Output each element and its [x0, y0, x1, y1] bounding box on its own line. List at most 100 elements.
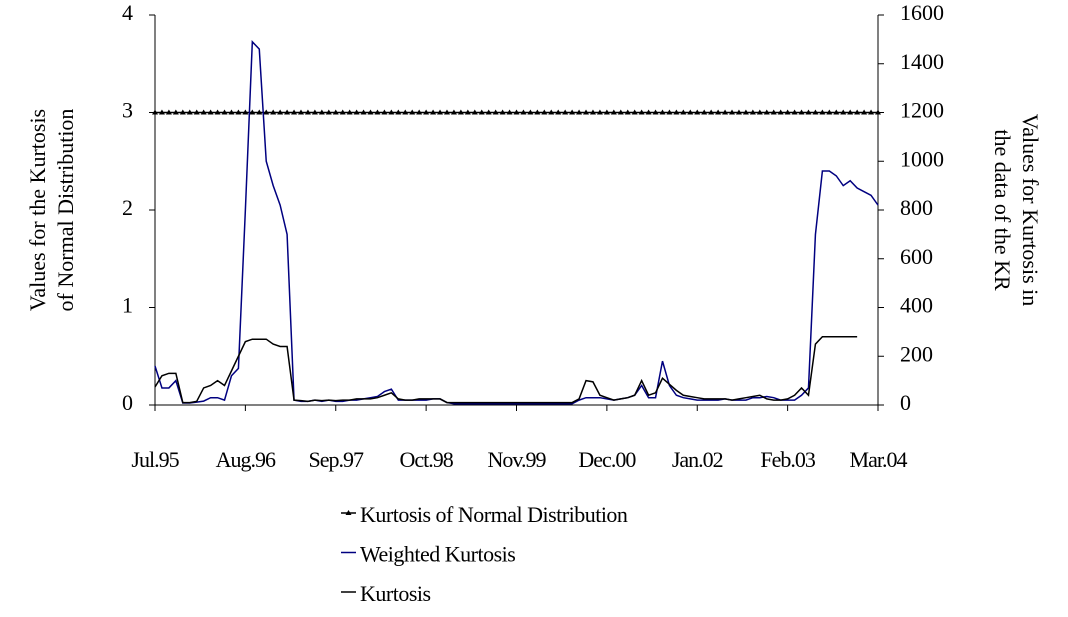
point-marker — [485, 109, 492, 115]
point-marker — [875, 109, 881, 115]
legend-label: Kurtosis — [360, 581, 431, 606]
point-marker — [416, 109, 423, 115]
point-marker — [777, 109, 784, 115]
x-tick-label: Mar.04 — [850, 447, 908, 472]
point-marker — [186, 109, 193, 115]
y-tick-label: 2 — [122, 195, 133, 220]
point-marker — [207, 109, 214, 115]
x-tick-label: Nov.99 — [488, 447, 547, 472]
point-marker — [165, 109, 172, 115]
point-marker — [492, 109, 499, 115]
point-marker — [631, 109, 638, 115]
y-axis-title: Values for the Kurtosis of Normal Distri… — [25, 109, 78, 312]
point-marker — [430, 109, 437, 115]
point-marker — [297, 109, 304, 115]
y-tick-label: 4 — [122, 0, 133, 25]
point-marker — [388, 109, 395, 115]
point-marker — [304, 109, 311, 115]
point-marker — [506, 109, 513, 115]
point-marker — [346, 109, 353, 115]
point-marker — [694, 109, 701, 115]
point-marker — [729, 109, 736, 115]
point-marker — [576, 109, 583, 115]
point-marker — [569, 109, 576, 115]
point-marker — [854, 109, 861, 115]
point-marker — [457, 109, 464, 115]
y2-tick-label: 1600 — [900, 0, 944, 25]
point-marker — [548, 109, 555, 115]
point-marker — [624, 109, 631, 115]
point-marker — [541, 109, 548, 115]
point-marker — [249, 109, 256, 115]
point-marker — [826, 109, 833, 115]
point-marker — [645, 109, 652, 115]
point-marker — [256, 109, 263, 115]
x-tick-label: Jan.02 — [672, 447, 723, 472]
point-marker — [596, 109, 603, 115]
point-marker — [423, 109, 430, 115]
y2-tick-label: 0 — [900, 390, 911, 415]
y2-axis-title: Values for Kurtosis in the data of the K… — [990, 114, 1043, 306]
y2-tick-label: 600 — [900, 244, 933, 269]
point-marker — [708, 109, 715, 115]
point-marker — [722, 109, 729, 115]
point-marker — [562, 109, 569, 115]
point-marker — [353, 109, 360, 115]
point-marker — [763, 109, 770, 115]
point-marker — [610, 109, 617, 115]
point-marker — [360, 109, 367, 115]
x-tick-label: Oct.98 — [399, 447, 453, 472]
point-marker — [450, 109, 457, 115]
point-marker — [214, 109, 221, 115]
y-tick-label: 0 — [122, 390, 133, 415]
point-marker — [409, 109, 416, 115]
point-marker — [673, 109, 680, 115]
point-marker — [367, 109, 374, 115]
series-line — [154, 40, 879, 405]
point-marker — [172, 109, 179, 115]
x-tick-label: Feb.03 — [760, 447, 816, 472]
point-marker — [784, 109, 791, 115]
point-marker — [819, 109, 826, 115]
x-tick-label: Dec.00 — [578, 447, 636, 472]
y-tick-label: 1 — [122, 293, 133, 318]
legend-label: Weighted Kurtosis — [360, 542, 515, 567]
point-marker — [395, 109, 402, 115]
point-marker — [179, 109, 186, 115]
point-marker — [555, 109, 562, 115]
point-marker — [603, 109, 610, 115]
point-marker — [652, 109, 659, 115]
point-marker — [325, 109, 332, 115]
point-marker — [715, 109, 722, 115]
point-marker — [152, 109, 158, 115]
y2-tick-label: 400 — [900, 293, 933, 318]
point-marker — [756, 109, 763, 115]
point-marker — [812, 109, 819, 115]
point-marker — [701, 109, 708, 115]
point-marker — [158, 109, 165, 115]
point-marker — [291, 109, 298, 115]
point-marker — [311, 109, 318, 115]
point-marker — [270, 109, 277, 115]
point-marker — [847, 109, 854, 115]
point-marker — [284, 109, 291, 115]
legend-marker — [345, 510, 352, 515]
point-marker — [666, 109, 673, 115]
point-marker — [617, 109, 624, 115]
point-marker — [687, 109, 694, 115]
x-tick-label: Sep.97 — [309, 447, 365, 472]
point-marker — [659, 109, 666, 115]
point-marker — [437, 109, 444, 115]
y2-tick-label: 1400 — [900, 49, 944, 74]
point-marker — [840, 109, 847, 115]
point-marker — [235, 109, 242, 115]
y2-tick-label: 200 — [900, 341, 933, 366]
y2-axis-title-line: the data of the KR — [990, 129, 1015, 291]
point-marker — [471, 109, 478, 115]
y2-tick-label: 1000 — [900, 146, 944, 171]
y-axis-title-line: of Normal Distribution — [53, 109, 78, 312]
point-marker — [221, 109, 228, 115]
point-marker — [833, 109, 840, 115]
point-marker — [478, 109, 485, 115]
